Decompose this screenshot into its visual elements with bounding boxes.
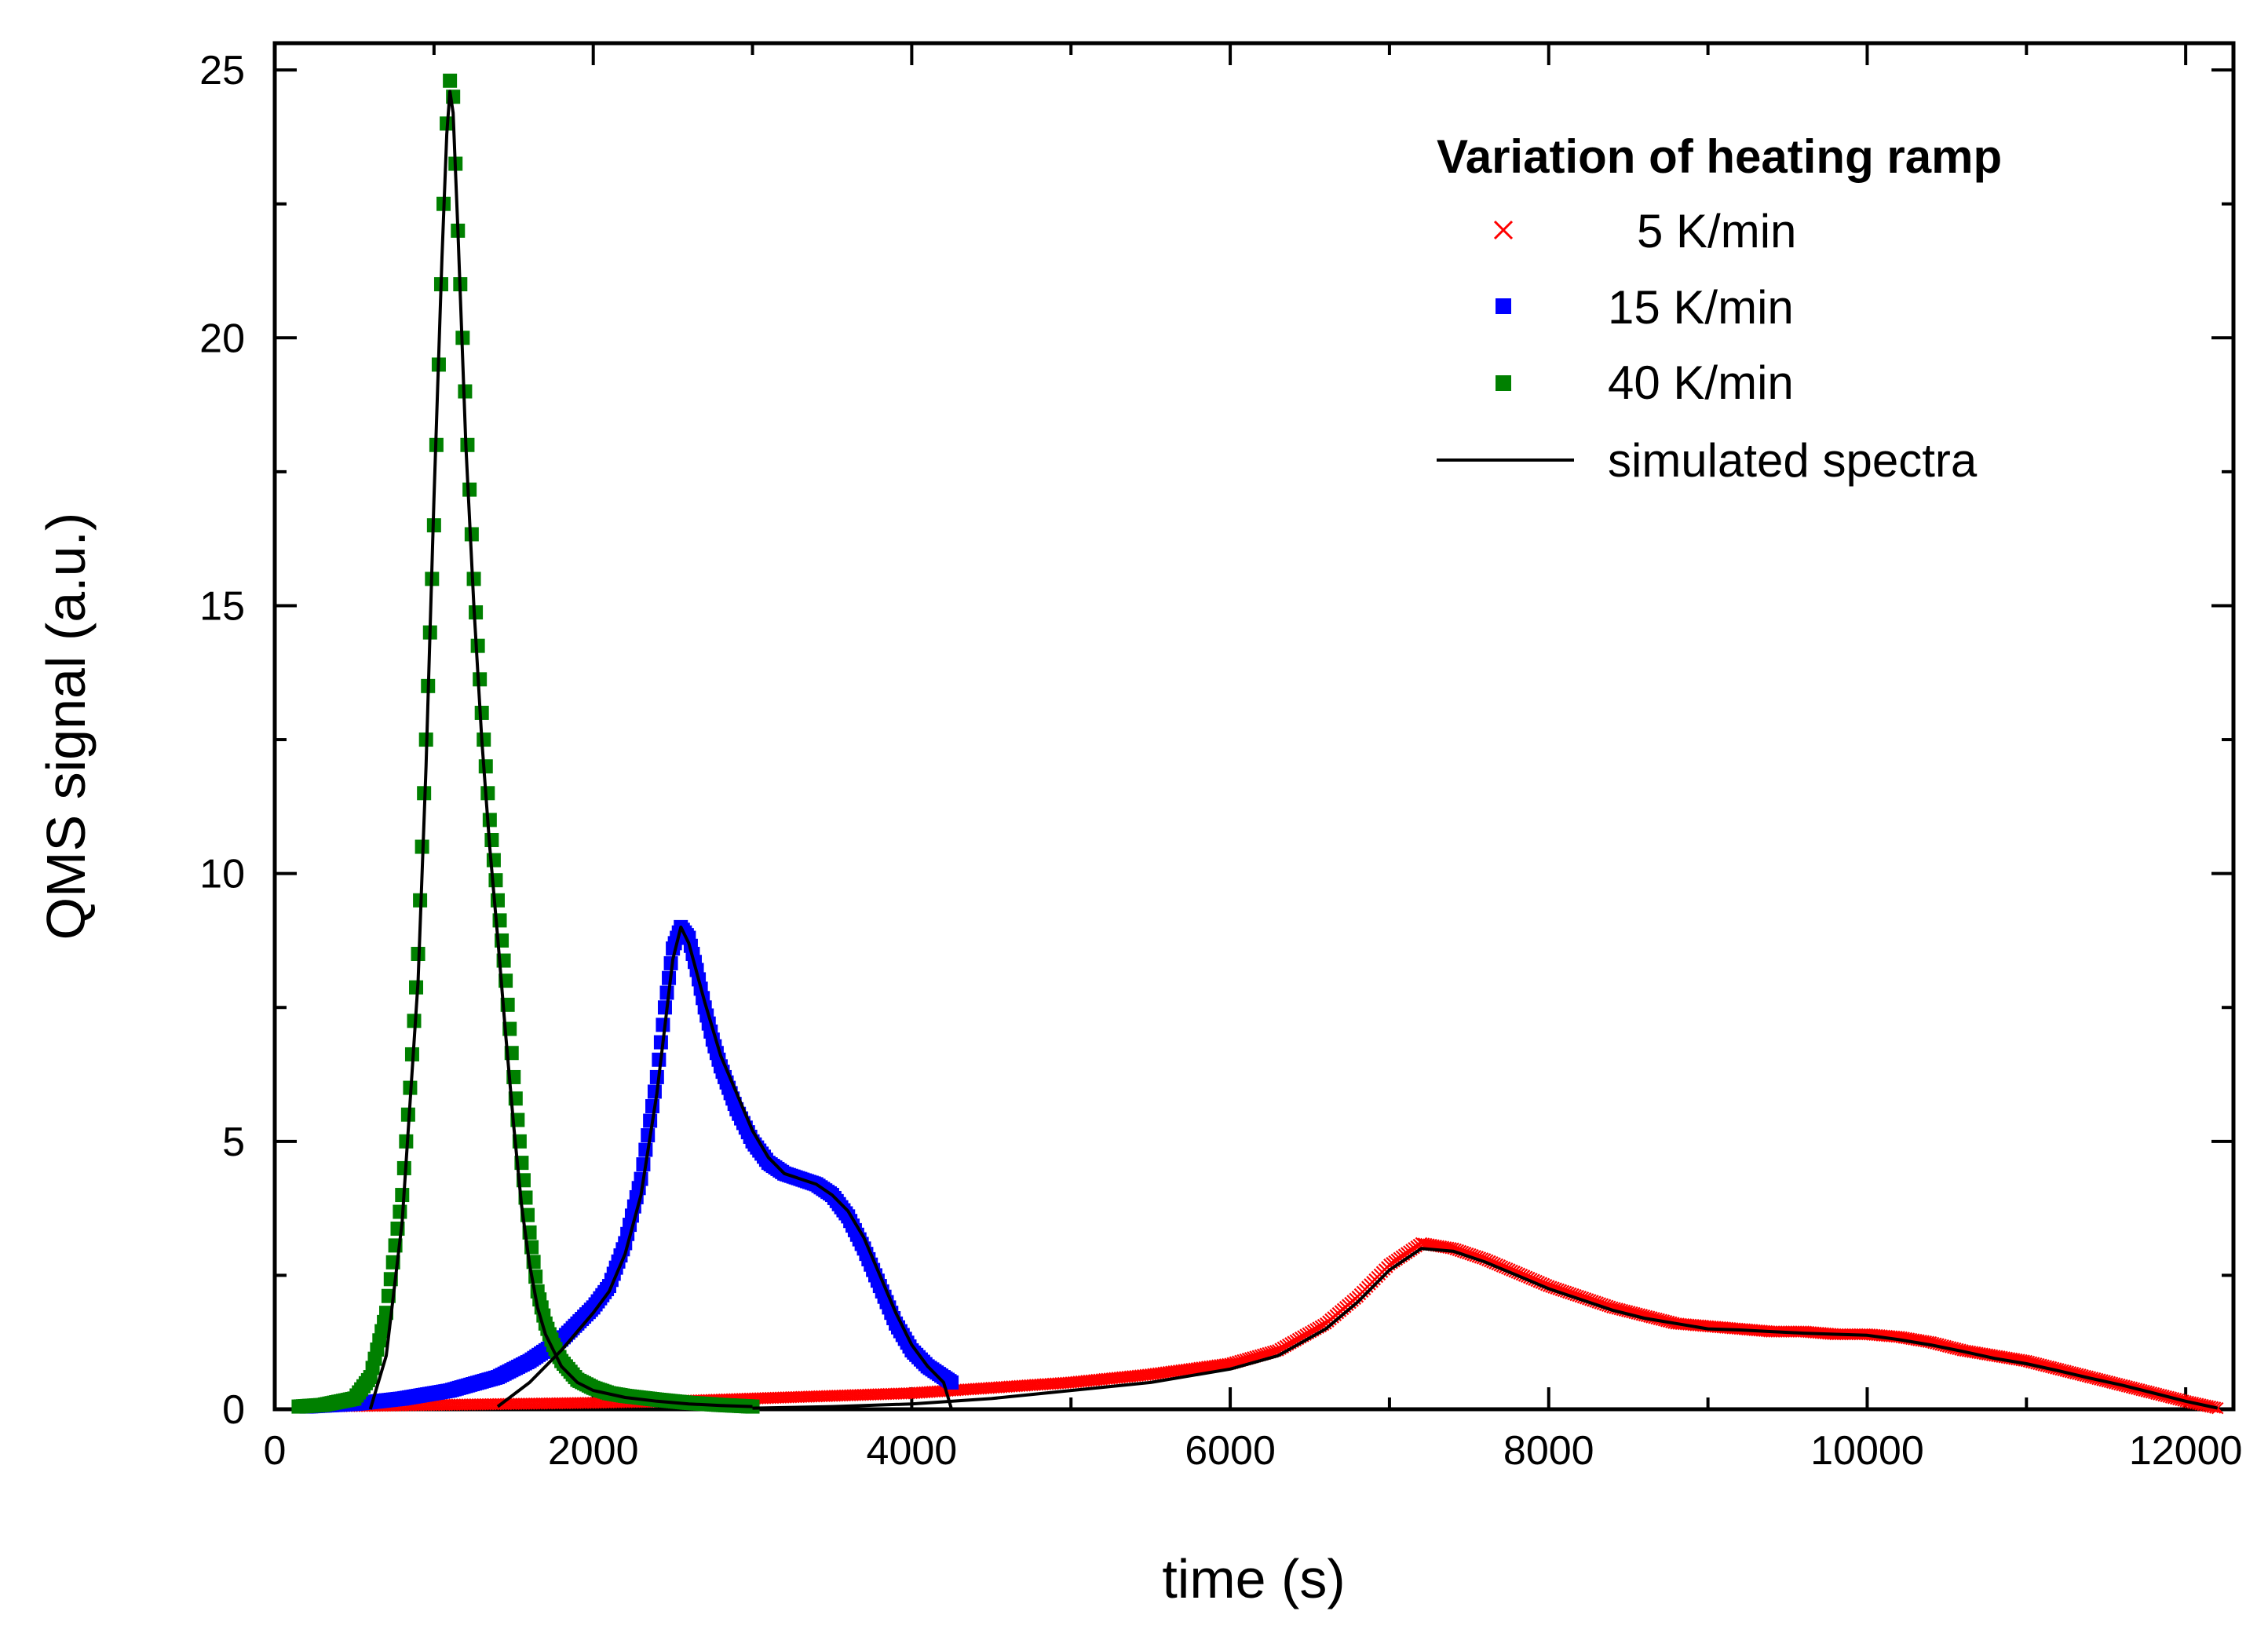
legend-label-simulated: simulated spectra (1608, 434, 1978, 487)
legend: Variation of heating ramp 5 K/min 15 K/m… (1437, 130, 2002, 487)
data-point-cross (2211, 1401, 2224, 1415)
simulated-curve (368, 90, 753, 1410)
legend-entry-15kmin: 15 K/min (1496, 281, 1794, 334)
y-tick-label: 5 (222, 1120, 245, 1165)
legend-label-40kmin: 40 K/min (1608, 356, 1794, 409)
data-point-square (636, 1157, 651, 1172)
legend-marker-blue-square-icon (1496, 298, 1511, 314)
ticks-layer: 0 2000 4000 6000 8000 10000 12000 0 5 10 15 20 25 (199, 43, 2242, 1474)
legend-label-15kmin: 15 K/min (1608, 281, 1794, 334)
data-point-square (409, 980, 424, 995)
data-point-square (657, 1000, 672, 1015)
data-point-square (482, 813, 497, 827)
y-axis-title: QMS signal (a.u.) (35, 513, 97, 941)
x-axis-title: time (s) (1162, 1548, 1345, 1609)
legend-label-5kmin: 5 K/min (1637, 205, 1796, 258)
legend-marker-cross-icon (1493, 220, 1514, 240)
series-40-k-min (291, 73, 760, 1414)
data-point-square (460, 437, 475, 452)
legend-marker-green-square-icon (1496, 375, 1511, 391)
legend-entry-simulated: simulated spectra (1437, 434, 1978, 487)
data-point-square (393, 1204, 407, 1219)
data-point-square (745, 1399, 760, 1414)
y-tick-label: 10 (199, 852, 245, 897)
data-point-square (638, 1142, 653, 1157)
data-point-square (647, 1084, 662, 1099)
data-point-square (478, 759, 493, 774)
data-point-square (484, 833, 499, 847)
data-point-square (944, 1375, 959, 1390)
data-point-square (634, 1171, 648, 1186)
x-tick-label: 6000 (1185, 1428, 1276, 1474)
simulated-curve (752, 1247, 2219, 1410)
data-point-square (477, 732, 491, 747)
data-point-square (443, 73, 458, 88)
simulated-curve (496, 925, 954, 1410)
data-point-square (643, 1113, 658, 1128)
series-simulated-spectra-lines (368, 90, 2219, 1410)
y-tick-label: 20 (199, 316, 245, 361)
x-tick-label: 8000 (1503, 1428, 1594, 1474)
data-point-square (474, 705, 489, 720)
legend-entry-40kmin: 40 K/min (1496, 356, 1794, 409)
data-point-square (645, 1098, 660, 1113)
data-point-square (641, 1128, 656, 1143)
series-layer (291, 73, 2224, 1415)
x-tick-label: 10000 (1810, 1428, 1924, 1474)
y-tick-label: 0 (222, 1387, 245, 1433)
x-tick-label: 2000 (548, 1428, 639, 1474)
plot-frame (272, 41, 2236, 1412)
x-tick-label: 0 (264, 1428, 287, 1474)
legend-entry-5kmin: 5 K/min (1493, 205, 1796, 258)
y-tick-label: 15 (199, 583, 245, 629)
x-tick-label: 4000 (867, 1428, 958, 1474)
y-tick-label: 25 (199, 48, 245, 93)
legend-title: Variation of heating ramp (1437, 130, 2002, 183)
x-tick-label: 12000 (2129, 1428, 2243, 1474)
data-point-square (473, 672, 488, 687)
data-point-square (486, 853, 501, 868)
data-point-square (480, 786, 495, 801)
